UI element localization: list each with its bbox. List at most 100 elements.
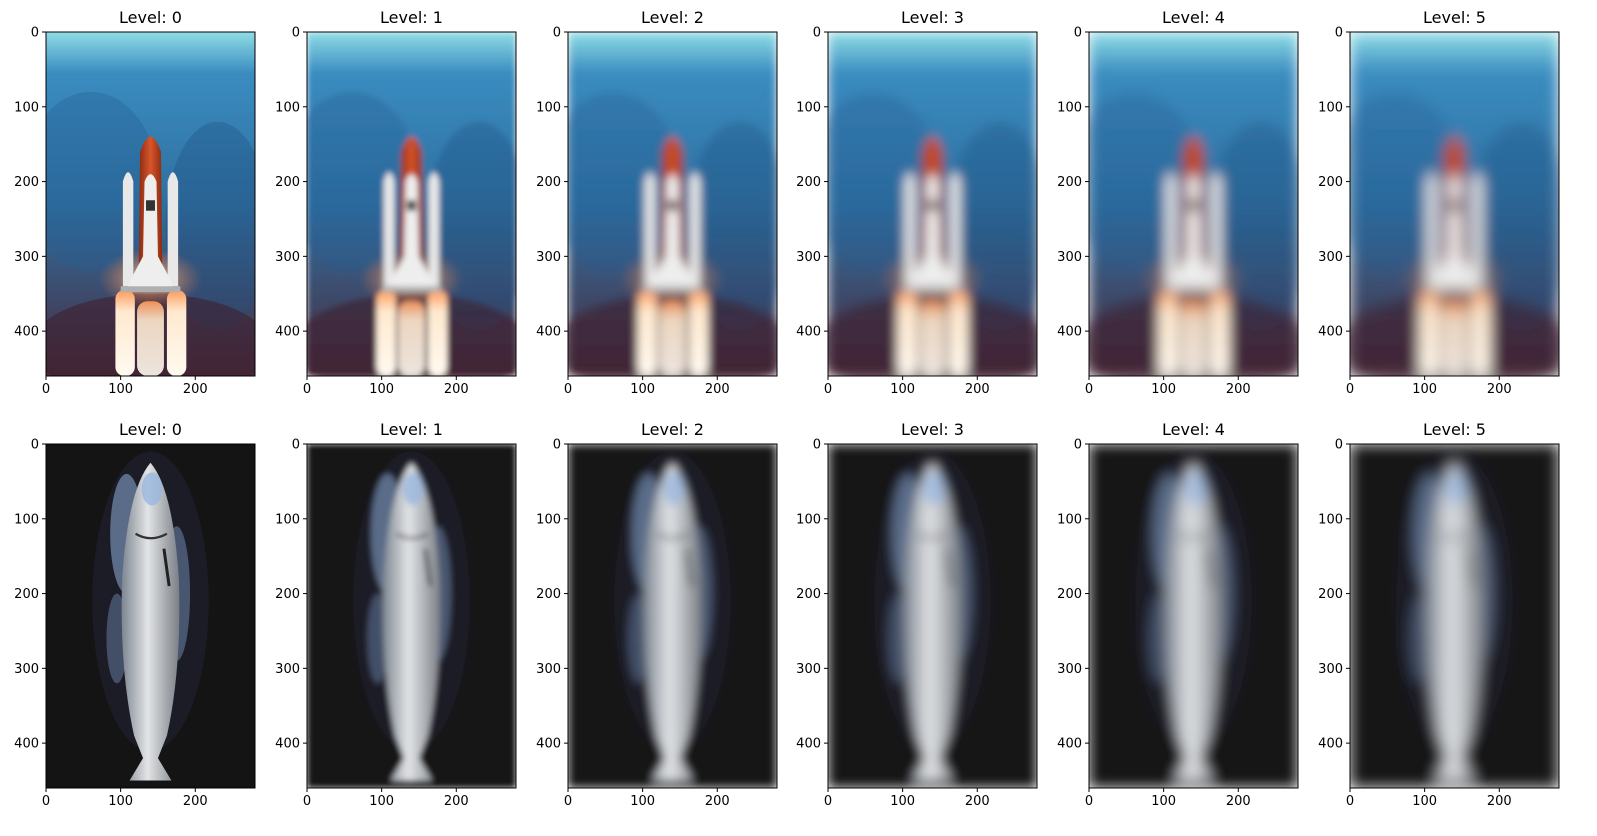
- y-tick-label: 400: [14, 737, 39, 752]
- subplot-image: [46, 444, 255, 788]
- y-tick-label: 100: [796, 512, 821, 527]
- x-tick-label: 0: [1085, 382, 1093, 397]
- x-tick-label: 200: [965, 382, 990, 397]
- x-tick-label: 200: [965, 794, 990, 809]
- y-tick-label: 200: [536, 175, 561, 190]
- axes-frame: [45, 31, 256, 377]
- y-tick-label: 0: [553, 26, 561, 41]
- subplot-title: Level: 1: [380, 420, 443, 439]
- y-tick-label: 400: [796, 325, 821, 340]
- y-tick-label: 200: [1318, 175, 1343, 190]
- subplot-title: Level: 1: [380, 8, 443, 27]
- y-tick-label: 400: [536, 325, 561, 340]
- subplot-r1c2: Level: 1 0 100 200 0 100 200 300 400: [275, 8, 517, 397]
- y-tick-label: 0: [1335, 26, 1343, 41]
- subplot-image: [1089, 32, 1298, 376]
- axes-frame: [1088, 443, 1299, 789]
- y-tick-label: 300: [536, 250, 561, 265]
- y-tick-label: 400: [275, 737, 300, 752]
- y-tick-label: 200: [275, 175, 300, 190]
- x-tick-label: 100: [369, 794, 394, 809]
- y-tick-label: 200: [1057, 587, 1082, 602]
- y-tick-label: 300: [536, 662, 561, 677]
- x-tick-label: 0: [1346, 794, 1354, 809]
- x-tick-label: 0: [824, 794, 832, 809]
- y-tick-label: 100: [1318, 100, 1343, 115]
- axes-frame: [45, 443, 256, 789]
- y-tick-label: 300: [796, 250, 821, 265]
- y-tick-label: 200: [796, 175, 821, 190]
- x-tick-label: 0: [42, 794, 50, 809]
- axes-frame: [306, 31, 517, 377]
- subplot-image: [1350, 32, 1559, 376]
- figure-row-2: Level: 0 0 100 200 0 100 200 300 400 Level: 1 0 100…: [14, 420, 1560, 809]
- x-tick-label: 200: [705, 382, 730, 397]
- subplot-image: [828, 32, 1037, 376]
- x-tick-label: 100: [108, 794, 133, 809]
- x-tick-label: 0: [1085, 794, 1093, 809]
- figure-row-1: Level: 0 0 100 200 0 100 200 300 400 Level: 1 0 100…: [14, 8, 1560, 397]
- subplot-r2c6: Level: 5 0 100 200 0 100 200 300 400: [1318, 420, 1560, 809]
- subplot-title: Level: 2: [641, 8, 704, 27]
- y-tick-label: 0: [1335, 438, 1343, 453]
- y-tick-label: 0: [292, 26, 300, 41]
- y-tick-label: 200: [536, 587, 561, 602]
- subplot-image: [307, 32, 516, 376]
- subplot-r2c4: Level: 3 0 100 200 0 100 200 300 400: [796, 420, 1038, 809]
- y-tick-label: 200: [796, 587, 821, 602]
- subplot-r1c1: Level: 0 0 100 200 0 100 200 300 400: [14, 8, 256, 397]
- y-tick-label: 100: [536, 512, 561, 527]
- x-tick-label: 100: [630, 382, 655, 397]
- subplot-r2c5: Level: 4 0 100 200 0 100 200 300 400: [1057, 420, 1299, 809]
- x-tick-label: 0: [42, 382, 50, 397]
- x-tick-label: 100: [1151, 382, 1176, 397]
- subplot-image: [46, 32, 255, 376]
- y-tick-label: 0: [1074, 438, 1082, 453]
- y-tick-label: 400: [1318, 737, 1343, 752]
- y-tick-label: 200: [1318, 587, 1343, 602]
- x-tick-label: 200: [1487, 382, 1512, 397]
- subplot-r1c6: Level: 5 0 100 200 0 100 200 300 400: [1318, 8, 1560, 397]
- y-tick-label: 400: [14, 325, 39, 340]
- x-tick-label: 0: [564, 794, 572, 809]
- y-tick-label: 0: [553, 438, 561, 453]
- y-tick-label: 100: [14, 512, 39, 527]
- subplot-r2c3: Level: 2 0 100 200 0 100 200 300 400: [536, 420, 778, 809]
- y-tick-label: 300: [1318, 662, 1343, 677]
- y-tick-label: 400: [1057, 325, 1082, 340]
- subplot-image: [307, 444, 516, 788]
- y-tick-label: 200: [14, 587, 39, 602]
- subplot-r1c5: Level: 4 0 100 200 0 100 200 300 400: [1057, 8, 1299, 397]
- y-tick-label: 0: [31, 438, 39, 453]
- y-tick-label: 400: [1057, 737, 1082, 752]
- x-tick-label: 200: [444, 794, 469, 809]
- x-tick-label: 100: [890, 382, 915, 397]
- axes-frame: [827, 443, 1038, 789]
- x-tick-label: 0: [1346, 382, 1354, 397]
- y-tick-label: 400: [796, 737, 821, 752]
- y-tick-label: 300: [275, 250, 300, 265]
- x-tick-label: 200: [183, 382, 208, 397]
- x-tick-label: 100: [108, 382, 133, 397]
- y-tick-label: 200: [1057, 175, 1082, 190]
- x-tick-label: 0: [303, 794, 311, 809]
- subplot-title: Level: 5: [1423, 420, 1486, 439]
- y-tick-label: 100: [1057, 100, 1082, 115]
- x-tick-label: 200: [444, 382, 469, 397]
- x-tick-label: 100: [1412, 794, 1437, 809]
- axes-frame: [567, 31, 778, 377]
- subplot-r2c2: Level: 1 0 100 200 0 100 200 300 400: [275, 420, 517, 809]
- subplot-image: [568, 444, 777, 788]
- subplot-image: [568, 32, 777, 376]
- subplot-r2c1: Level: 0 0 100 200 0 100 200 300 400: [14, 420, 256, 809]
- x-tick-label: 100: [1151, 794, 1176, 809]
- x-tick-label: 200: [183, 794, 208, 809]
- y-tick-label: 300: [1057, 250, 1082, 265]
- y-tick-label: 0: [31, 26, 39, 41]
- y-tick-label: 400: [1318, 325, 1343, 340]
- y-tick-label: 0: [292, 438, 300, 453]
- x-tick-label: 200: [1226, 382, 1251, 397]
- y-tick-label: 0: [813, 438, 821, 453]
- x-tick-label: 200: [705, 794, 730, 809]
- y-tick-label: 300: [1318, 250, 1343, 265]
